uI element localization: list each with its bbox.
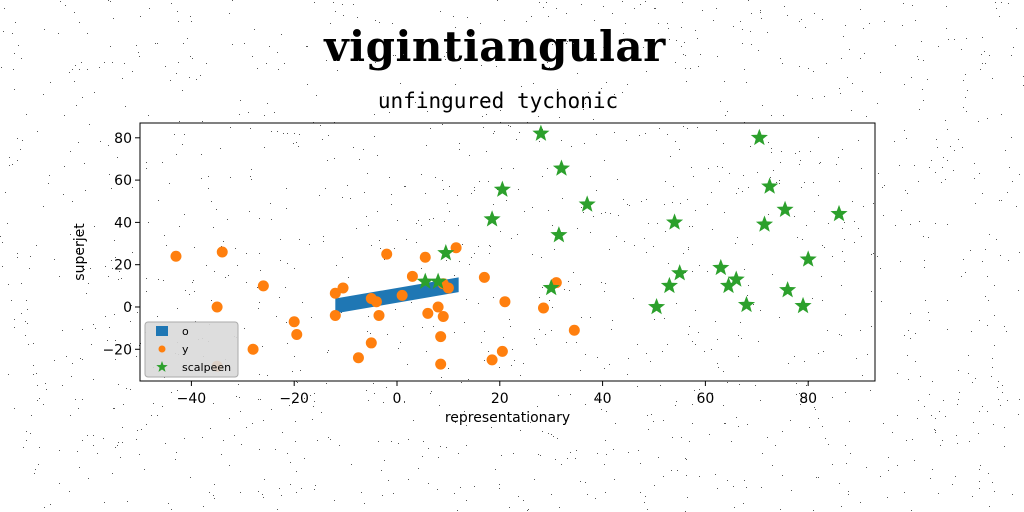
point-y-15 (373, 309, 385, 321)
point-y-19 (419, 251, 431, 263)
point-scalpeen-13 (830, 204, 848, 222)
legend: oy scalpeen (144, 321, 239, 378)
point-scalpeen-7 (416, 272, 434, 289)
point-scalpeen-25 (794, 296, 812, 314)
x-axis: −40 −20 0 20 40 60 80 (177, 381, 817, 407)
point-scalpeen-12 (776, 200, 794, 217)
point-y-34 (568, 324, 580, 336)
point-y-2 (211, 301, 223, 313)
point-scalpeen-20 (660, 276, 678, 294)
point-y-18 (406, 270, 418, 282)
y-tick-label-0: −20 (102, 342, 132, 358)
y-axis-label: superjet (72, 223, 88, 281)
x-axis-label: representationary (445, 410, 570, 426)
point-scalpeen-23 (648, 297, 666, 315)
point-y-0 (170, 250, 182, 262)
point-y-16 (381, 248, 393, 260)
chart-title: unfingured tychonic (378, 89, 618, 113)
point-scalpeen-18 (671, 264, 689, 281)
point-scalpeen-14 (755, 215, 774, 232)
point-y-14 (370, 296, 382, 308)
point-y-6 (247, 343, 259, 355)
point-scalpeen-22 (779, 281, 797, 298)
x-tick-label-6: 80 (799, 391, 817, 407)
point-scalpeen-11 (761, 177, 779, 194)
legend-label-o: o (182, 325, 189, 338)
legend-swatch-y (158, 345, 166, 353)
point-y-23 (437, 311, 449, 322)
y-tick-label-3: 40 (114, 215, 132, 231)
point-y-1 (216, 246, 228, 258)
point-y-30 (496, 345, 508, 357)
point-y-25 (442, 282, 454, 294)
x-tick-label-4: 40 (594, 391, 612, 407)
point-y-9 (337, 282, 349, 294)
point-y-28 (478, 271, 490, 283)
point-scalpeen-2 (493, 180, 511, 197)
legend-swatch-o (156, 326, 168, 336)
point-y-5 (291, 328, 303, 340)
point-y-29 (486, 354, 498, 366)
y-axis: −20 0 20 40 60 80 (102, 131, 140, 358)
axes-frame (139, 122, 876, 382)
point-y-20 (422, 307, 434, 319)
point-y-22 (435, 331, 447, 343)
x-tick-label-3: 20 (491, 391, 509, 407)
plot-area (170, 124, 848, 372)
point-scalpeen-9 (542, 278, 560, 296)
point-scalpeen-4 (483, 210, 501, 227)
point-scalpeen-8 (429, 272, 447, 289)
y-tick-label-4: 60 (114, 173, 132, 189)
x-tick-label-0: −40 (177, 391, 207, 407)
point-y-12 (365, 337, 377, 349)
legend-box (144, 321, 239, 378)
point-scalpeen-24 (737, 295, 756, 313)
point-scalpeen-0 (532, 124, 550, 141)
point-y-32 (537, 302, 549, 314)
point-scalpeen-17 (712, 258, 730, 276)
point-scalpeen-5 (550, 226, 568, 243)
point-y-27 (435, 358, 447, 370)
point-y-11 (352, 352, 364, 364)
point-scalpeen-1 (552, 159, 571, 176)
point-y-3 (257, 280, 269, 292)
y-tick-label-2: 20 (114, 258, 132, 274)
y-tick-label-5: 80 (114, 131, 132, 147)
point-scalpeen-21 (719, 276, 738, 294)
point-y-17 (396, 289, 408, 301)
point-scalpeen-3 (578, 195, 596, 212)
point-scalpeen-16 (799, 250, 817, 267)
y-tick-label-1: 0 (123, 300, 132, 316)
x-tick-label-5: 60 (696, 391, 714, 407)
point-y-8 (329, 287, 341, 299)
point-y-21 (432, 301, 444, 313)
point-y-31 (499, 296, 511, 308)
legend-label-scalpeen: scalpeen (182, 361, 231, 374)
legend-swatch-scalpeen (156, 361, 168, 372)
legend-label-y: y (182, 343, 189, 356)
point-y-10 (329, 309, 341, 321)
point-y-4 (288, 316, 300, 328)
x-tick-label-2: 0 (393, 391, 402, 407)
point-scalpeen-15 (665, 213, 684, 230)
page-title: vigintiangular (324, 22, 666, 71)
x-tick-label-1: −20 (279, 391, 309, 407)
point-scalpeen-6 (437, 244, 455, 261)
point-scalpeen-10 (750, 128, 768, 146)
point-scalpeen-19 (727, 270, 745, 287)
